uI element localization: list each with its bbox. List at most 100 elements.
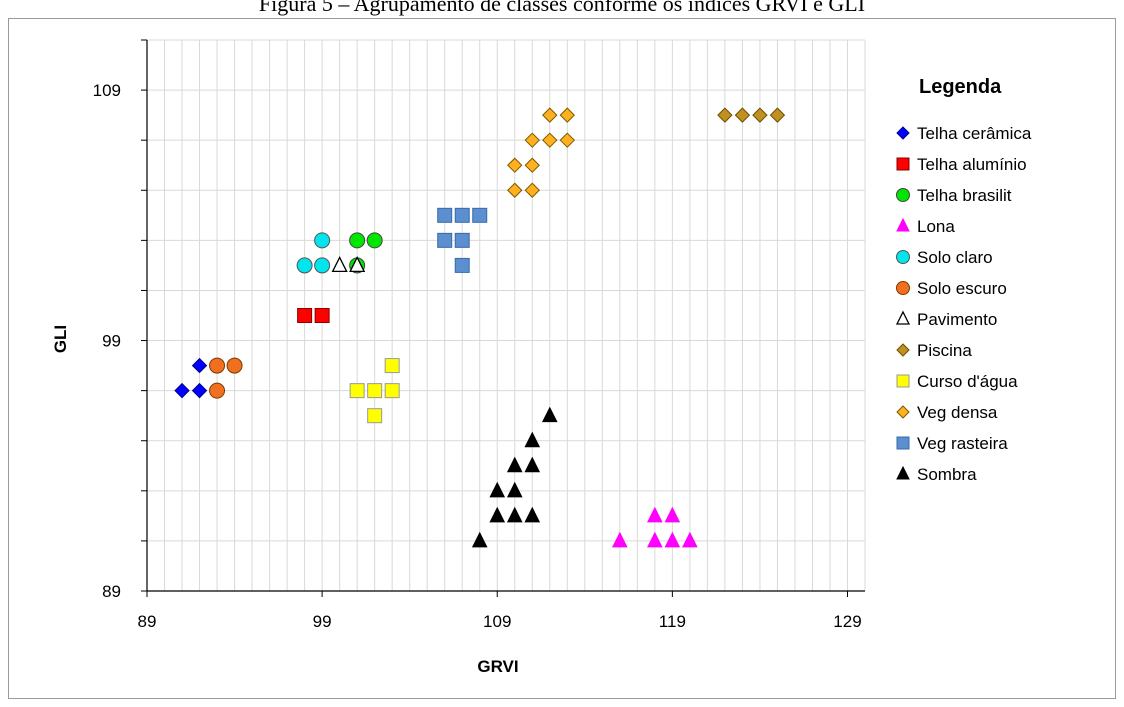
series-6 — [331, 255, 366, 273]
x-tick-label: 99 — [313, 612, 332, 631]
series-9 — [507, 107, 575, 198]
data-point — [454, 257, 470, 273]
legend-item: Solo escuro — [896, 279, 1007, 298]
legend-marker — [896, 343, 910, 357]
data-point — [367, 383, 383, 399]
data-point — [524, 456, 541, 473]
y-tick-label: 99 — [102, 332, 121, 351]
data-point — [297, 308, 313, 323]
legend-item: Telha brasilit — [896, 186, 1012, 205]
data-point — [717, 107, 733, 123]
chart-title: Figura 5 – Agrupamento de classes confor… — [258, 0, 866, 16]
data-point — [454, 207, 470, 223]
data-point — [489, 481, 506, 498]
legend-label: Curso d'água — [917, 372, 1018, 391]
data-point — [472, 207, 488, 223]
data-point — [647, 531, 663, 548]
data-point — [507, 157, 523, 173]
series-0 — [174, 357, 208, 399]
legend-item: Lona — [896, 217, 955, 236]
data-point — [769, 107, 786, 123]
data-point — [559, 107, 575, 123]
data-point — [664, 531, 681, 548]
series-4 — [296, 232, 331, 274]
data-point — [752, 107, 768, 123]
legend-label: Piscina — [917, 341, 972, 360]
data-point — [209, 382, 226, 399]
data-point — [331, 255, 348, 273]
legend-marker — [896, 465, 910, 480]
legend-marker — [895, 310, 911, 325]
data-point — [349, 232, 366, 249]
data-point — [384, 383, 400, 399]
data-point — [647, 506, 663, 523]
series-1 — [297, 308, 330, 323]
legend-label: Lona — [917, 217, 955, 236]
data-point — [524, 431, 541, 448]
data-point — [314, 257, 331, 274]
data-point — [384, 358, 400, 374]
series-10 — [437, 207, 488, 273]
legend-label: Pavimento — [917, 310, 997, 329]
legend-item: Telha alumínio — [896, 155, 1027, 174]
chart-area-border — [8, 18, 1116, 699]
legend-label: Telha brasilit — [917, 186, 1012, 205]
legend-title: Legenda — [919, 76, 1002, 98]
data-point — [437, 207, 453, 223]
data-point — [437, 232, 453, 248]
series-3 — [612, 506, 698, 548]
data-point — [314, 308, 330, 323]
tick-label-layer: 89 99 109 119 129 89 99 109 — [93, 81, 862, 631]
data-point — [506, 506, 523, 523]
data-point — [682, 531, 698, 548]
data-point — [734, 107, 751, 123]
legend-label: Solo claro — [917, 248, 993, 267]
data-point — [226, 357, 243, 374]
series-11 — [471, 406, 558, 548]
legend-marker — [896, 405, 910, 419]
data-point — [506, 481, 523, 498]
data-point — [296, 257, 313, 274]
data-point — [542, 132, 558, 148]
data-point — [209, 357, 226, 374]
data-point — [454, 232, 470, 248]
data-point — [524, 132, 540, 148]
data-point — [349, 255, 366, 273]
legend-marker — [896, 126, 910, 140]
x-tick-label: 129 — [833, 612, 861, 631]
data-point — [471, 531, 488, 548]
data-point — [366, 232, 383, 249]
legend-label: Veg rasteira — [917, 434, 1008, 453]
x-axis-title: GRVI — [477, 657, 518, 676]
legend-label: Veg densa — [917, 403, 998, 422]
series-5 — [209, 357, 243, 399]
legend-item: Veg rasteira — [896, 434, 1008, 453]
legend-label: Sombra — [917, 465, 977, 484]
data-point — [524, 157, 540, 173]
x-tick-label: 89 — [138, 612, 157, 631]
data-point-layer — [174, 107, 786, 548]
data-point — [542, 107, 558, 123]
x-tick-label: 109 — [483, 612, 511, 631]
grid-layer — [147, 39, 866, 591]
series-8 — [349, 358, 400, 424]
legend-item: Sombra — [896, 465, 977, 484]
data-point — [524, 182, 540, 198]
data-point — [314, 232, 331, 249]
legend-label: Telha cerâmica — [917, 124, 1032, 143]
y-tick-label: 109 — [93, 81, 121, 100]
legend-marker — [896, 217, 910, 232]
data-point — [349, 383, 365, 399]
legend-marker — [896, 281, 910, 295]
legend-label: Telha alumínio — [917, 155, 1027, 174]
legend-item: Pavimento — [895, 310, 997, 329]
legend-marker — [896, 250, 910, 264]
legend-item: Piscina — [896, 341, 972, 360]
data-point — [506, 456, 523, 473]
legend-item: Telha cerâmica — [896, 124, 1032, 143]
data-point — [191, 357, 208, 374]
legend-marker — [896, 374, 910, 388]
data-point — [524, 506, 541, 523]
legend-marker — [896, 157, 910, 171]
